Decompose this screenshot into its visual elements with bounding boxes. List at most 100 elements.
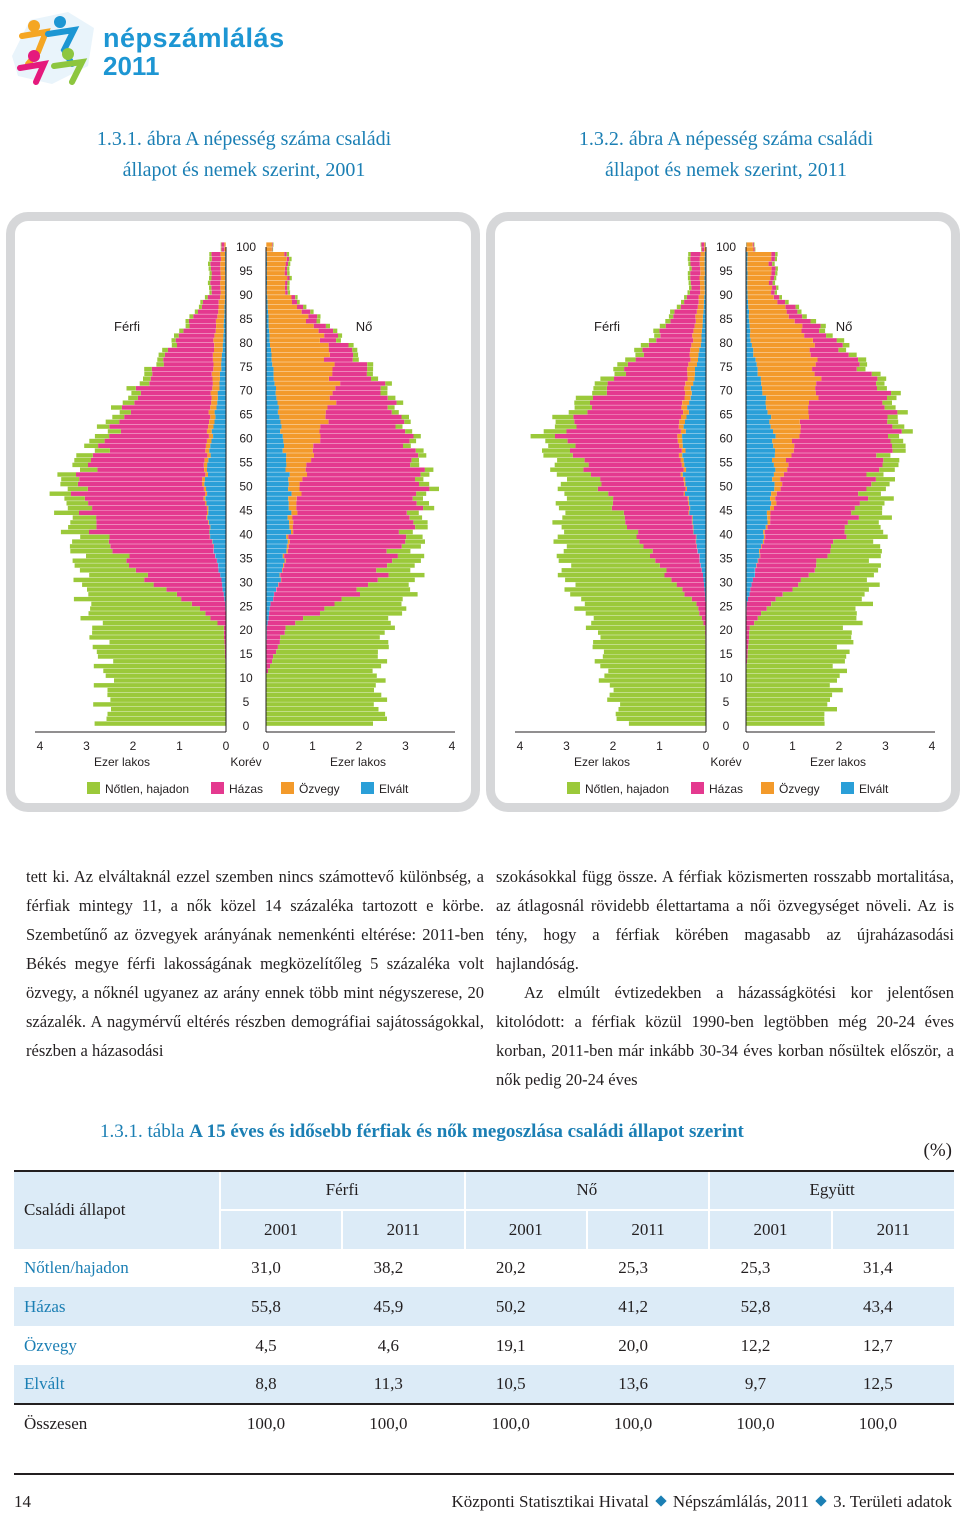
- table-cell: 25,3: [709, 1248, 832, 1288]
- pyramid-bar: [207, 280, 211, 286]
- pyramid-bar: [297, 299, 300, 305]
- pyramid-bar: [770, 496, 776, 501]
- pyramid-bar: [746, 323, 750, 329]
- pyramid-bar: [396, 400, 404, 405]
- pyramid-bar: [585, 611, 700, 616]
- row-header: Családi állapot: [14, 1170, 220, 1249]
- pyramid-bar: [694, 376, 706, 381]
- pyramid-bar: [224, 295, 226, 300]
- pyramid-bar: [866, 486, 886, 492]
- pyramid-bar: [879, 467, 895, 472]
- pyramid-bar: [289, 472, 307, 477]
- pyramid-bar: [800, 429, 902, 434]
- pyramid-bar: [690, 261, 700, 267]
- age-tick-label: 65: [719, 408, 733, 422]
- pyramid-bar: [616, 716, 706, 722]
- pyramid-bar: [877, 386, 887, 391]
- pyramid-bar: [780, 486, 867, 492]
- pyramid-bar: [774, 275, 777, 281]
- pyramid-bar: [564, 529, 639, 535]
- pyramid-bar: [266, 309, 268, 314]
- pyramid-bar: [266, 467, 286, 472]
- pyramid-bar: [222, 582, 226, 587]
- pyramid-bar: [697, 549, 706, 554]
- pyramid-bar: [96, 424, 110, 429]
- pyramid-bar: [776, 501, 860, 506]
- pyramid-bar: [266, 563, 284, 568]
- pyramid-bar: [746, 673, 840, 678]
- pyramid-bar: [766, 395, 819, 401]
- pyramid-bar: [288, 481, 300, 487]
- pyramid-bar: [419, 481, 430, 487]
- pyramid-bar: [774, 256, 777, 262]
- pyramid-bar: [208, 410, 215, 415]
- pyramid-bar: [648, 343, 692, 348]
- pyramid-bar: [266, 438, 284, 444]
- pyramid-bar: [627, 525, 693, 530]
- pyramid-bar: [278, 405, 328, 410]
- pyramid-bar: [866, 472, 884, 477]
- pyramid-bar: [292, 525, 416, 530]
- pyramid-bar: [696, 534, 706, 540]
- age-tick-label: 30: [239, 575, 253, 589]
- pyramid-bar: [686, 295, 699, 300]
- pyramid-bar: [689, 266, 692, 271]
- pyramid-bar: [97, 467, 204, 472]
- pyramid-bar: [336, 338, 341, 343]
- pyramid-bar: [67, 505, 93, 511]
- x-tick-label: 2: [836, 739, 843, 753]
- pyramid-bar: [220, 256, 226, 262]
- table-cell: 41,2: [586, 1287, 710, 1327]
- pyramid-bar: [208, 505, 226, 511]
- pyramid-bar: [687, 371, 695, 377]
- pyramid-bar: [761, 544, 831, 549]
- pyramid-bar: [624, 366, 688, 372]
- pyramid-bar: [266, 553, 283, 559]
- x-tick-label: 0: [263, 739, 270, 753]
- pyramid-bar: [211, 271, 221, 276]
- pyramid-bar: [220, 261, 226, 267]
- pyramid-bar: [776, 285, 779, 290]
- pyramid-bar: [696, 309, 704, 314]
- pyramid-bar: [92, 453, 208, 458]
- pyramid-bar: [209, 285, 212, 290]
- pyramid-bar: [208, 261, 211, 267]
- pyramid-bar: [656, 338, 694, 343]
- pyramid-bar: [266, 510, 292, 516]
- pyramid-bar: [80, 467, 98, 472]
- pyramid-bar: [266, 386, 276, 391]
- pyramid-bar: [765, 534, 847, 540]
- pyramid-bar: [266, 266, 285, 271]
- pyramid-bar: [266, 625, 286, 631]
- pyramid-bar: [604, 673, 706, 678]
- pyramid-bar: [221, 366, 226, 372]
- pyramid-bar: [574, 419, 680, 425]
- pyramid-bar: [665, 323, 695, 329]
- pyramid-bar: [280, 419, 329, 425]
- x-tick-label: 0: [743, 739, 750, 753]
- pyramid-bar: [198, 304, 202, 310]
- pyramid-chart-2011: Férfi Nő100959085807570656055504540353025…: [515, 240, 936, 796]
- pyramid-bar: [877, 376, 887, 381]
- pyramid-bar: [102, 620, 218, 626]
- pyramid-bar: [753, 347, 810, 353]
- pyramid-bar: [71, 491, 206, 496]
- pyramid-bar: [224, 247, 226, 252]
- pyramid-bar: [746, 309, 749, 314]
- pyramid-bar: [685, 429, 706, 434]
- pyramid-bar: [751, 582, 799, 587]
- pyramid-bar: [771, 266, 776, 271]
- pyramid-bar: [625, 520, 692, 525]
- pyramid-bar: [266, 534, 287, 540]
- pyramid-bar: [284, 630, 385, 635]
- pyramid-bar: [310, 309, 314, 314]
- pyramid-bar: [317, 314, 321, 319]
- pyramid-bar: [752, 242, 754, 247]
- pyramid-bar: [214, 419, 226, 425]
- pyramid-bar: [567, 438, 678, 444]
- pyramid-bar: [280, 572, 389, 578]
- pyramid-bar: [224, 314, 226, 319]
- pyramid-bar: [814, 343, 843, 348]
- pyramid-bar: [221, 357, 226, 362]
- pyramid-bar: [109, 448, 206, 453]
